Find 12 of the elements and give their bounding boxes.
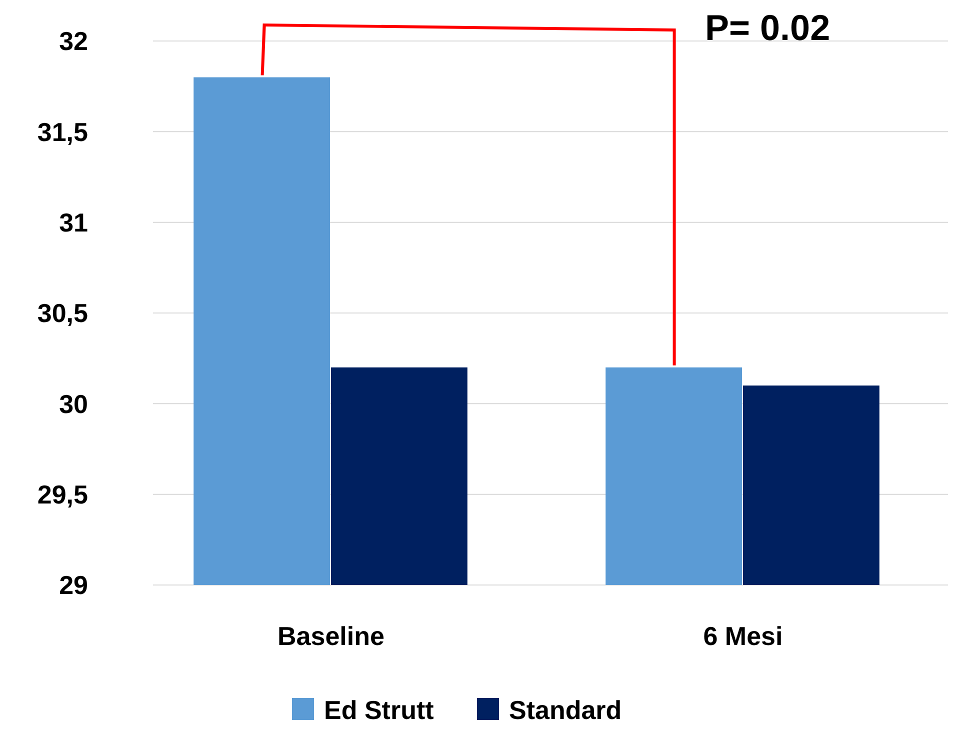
legend-label: Ed Strutt bbox=[324, 695, 434, 725]
x-tick-label: 6 Mesi bbox=[703, 621, 783, 651]
y-tick-label: 31,5 bbox=[37, 116, 88, 147]
legend-label: Standard bbox=[509, 695, 622, 725]
y-tick-label: 29 bbox=[59, 570, 88, 600]
x-tick-label: Baseline bbox=[278, 621, 384, 651]
annotation: P= 0.02 bbox=[705, 7, 830, 48]
y-tick-label: 30 bbox=[59, 388, 88, 419]
y-tick-label: 32 bbox=[59, 26, 88, 56]
y-tick-label: 30,5 bbox=[37, 298, 88, 328]
y-tick-label: 29,5 bbox=[37, 479, 88, 510]
y-tick-label: 31 bbox=[59, 207, 88, 238]
